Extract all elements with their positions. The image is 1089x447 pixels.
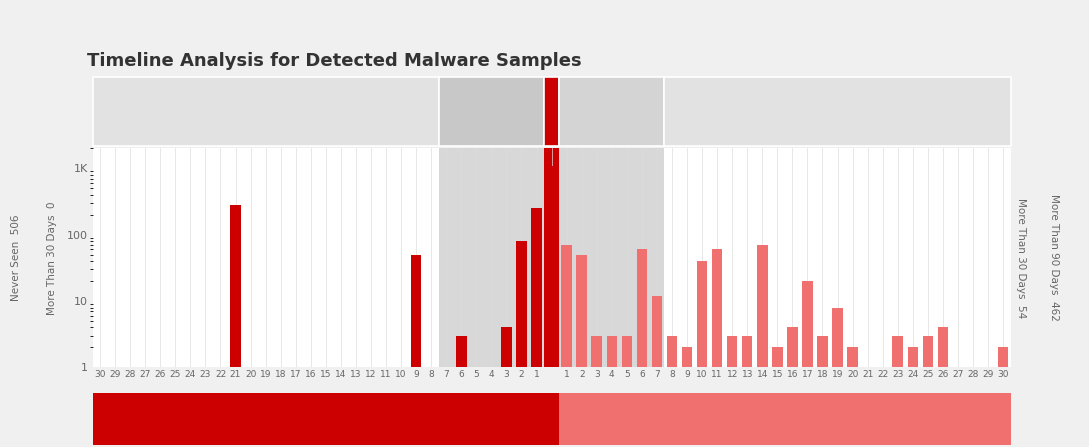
Bar — [576, 255, 587, 447]
Text: 7 Days After: 7 Days After — [577, 94, 646, 104]
Bar — [907, 347, 918, 447]
Bar — [531, 208, 542, 447]
Bar — [998, 347, 1008, 447]
Bar — [682, 347, 693, 447]
Bar — [230, 205, 241, 447]
Text: 30 Days Prior: 30 Days Prior — [229, 94, 303, 104]
Text: 7 Days Prior: 7 Days Prior — [457, 94, 525, 104]
Text: Seen In
Spectra
Intelligence: Seen In Spectra Intelligence — [519, 402, 584, 436]
Bar — [922, 336, 933, 447]
Bar — [544, 148, 559, 367]
Bar — [622, 336, 632, 447]
Bar — [607, 336, 617, 447]
Text: 1.08K: 1.08K — [523, 118, 580, 136]
Bar — [591, 336, 602, 447]
Text: Malware Seen Prior to Spectra Intelligence: Malware Seen Prior to Spectra Intelligen… — [199, 414, 437, 424]
Bar — [516, 241, 527, 447]
Text: 193: 193 — [247, 118, 284, 136]
Text: 313: 313 — [473, 118, 510, 136]
Bar — [893, 336, 903, 447]
Text: More Than 30 Days  0: More Than 30 Days 0 — [47, 201, 58, 315]
Bar — [772, 347, 783, 447]
Text: 134: 134 — [819, 118, 856, 136]
Text: Timeline Analysis for Detected Malware Samples: Timeline Analysis for Detected Malware S… — [87, 52, 582, 70]
Bar — [757, 245, 768, 447]
Bar — [501, 328, 512, 447]
Bar — [712, 249, 722, 447]
Bar — [666, 336, 677, 447]
Bar — [559, 148, 664, 367]
Bar — [439, 148, 544, 367]
Text: Malware Seen After Spectra Intelligence: Malware Seen After Spectra Intelligence — [673, 414, 896, 424]
Bar — [938, 328, 949, 447]
Bar — [847, 347, 858, 447]
Bar — [817, 336, 828, 447]
Text: 189: 189 — [594, 118, 631, 136]
Bar — [456, 336, 466, 447]
Bar — [651, 296, 662, 447]
Bar — [803, 281, 812, 447]
Bar — [726, 336, 737, 447]
Bar — [742, 336, 752, 447]
Bar — [697, 261, 708, 447]
Text: More Than 90 Days  462: More Than 90 Days 462 — [1049, 194, 1060, 321]
Bar — [637, 249, 647, 447]
Bar — [832, 308, 843, 447]
Text: 30 Days After: 30 Days After — [799, 94, 876, 104]
Bar — [547, 166, 556, 447]
Text: More Than 30 Days  54: More Than 30 Days 54 — [1016, 198, 1027, 318]
Bar — [561, 245, 572, 447]
Text: Same Day: Same Day — [523, 94, 580, 104]
Bar — [411, 255, 421, 447]
Text: Never Seen  506: Never Seen 506 — [11, 215, 22, 301]
Bar — [787, 328, 797, 447]
